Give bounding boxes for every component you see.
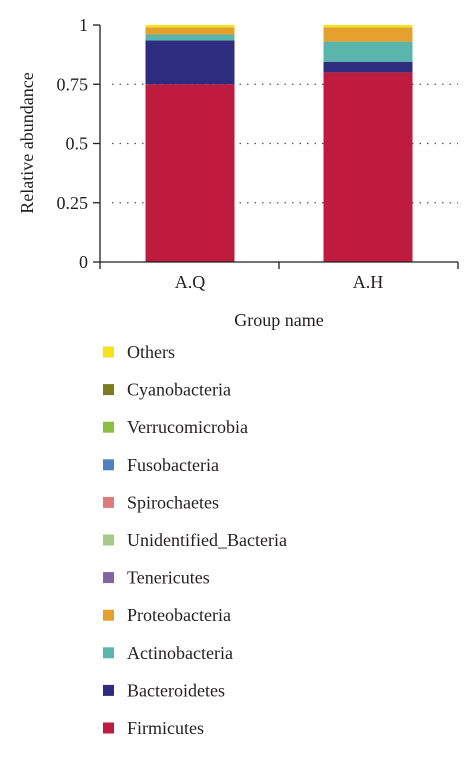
y-axis-label: Relative abundance	[17, 72, 37, 213]
legend-item-unidentified-bacteria: Unidentified_Bacteria	[103, 530, 287, 550]
legend-label: Tenericutes	[127, 568, 210, 588]
ticks-layer: 0 0.25 0.5 0.75 1 A.Q A.H	[57, 15, 459, 292]
legend-label: Others	[127, 342, 175, 362]
legend-label: Cyanobacteria	[127, 380, 231, 400]
bar-segment-others	[145, 25, 235, 28]
legend-swatch	[103, 647, 114, 659]
legend-item-tenericutes: Tenericutes	[103, 568, 210, 588]
legend-swatch	[103, 496, 114, 508]
legend-item-bacteroidetes: Bacteroidetes	[103, 680, 225, 700]
bar-segment-actinobacteria	[323, 41, 413, 62]
x-axis-label: Group name	[234, 310, 323, 330]
legend-swatch	[103, 346, 114, 358]
legend-label: Bacteroidetes	[127, 680, 225, 700]
legend-item-fusobacteria: Fusobacteria	[103, 455, 219, 475]
y-tick-label: 0.25	[57, 193, 89, 213]
legend-label: Proteobacteria	[127, 605, 231, 625]
x-tick-label: A.Q	[175, 272, 206, 292]
y-tick-label: 1	[79, 15, 88, 35]
axes-layer: Relative abundance Group name	[17, 25, 458, 330]
x-tick-label: A.H	[353, 272, 384, 292]
legend-swatch	[103, 421, 114, 433]
legend-swatch	[103, 684, 114, 696]
y-tick-label: 0.5	[66, 134, 89, 154]
bars-layer	[145, 25, 413, 263]
legend-label: Spirochaetes	[127, 492, 219, 512]
y-tick-label: 0	[79, 252, 88, 272]
bar-segment-bacteroidetes	[145, 40, 235, 85]
legend-swatch	[103, 384, 114, 396]
legend-label: Firmicutes	[127, 718, 204, 738]
bar-segment-others	[323, 25, 413, 28]
legend-item-firmicutes: Firmicutes	[103, 718, 204, 738]
legend-label: Fusobacteria	[127, 455, 219, 475]
legend-swatch	[103, 459, 114, 471]
legend-label: Verrucomicrobia	[127, 417, 248, 437]
bar-segment-proteobacteria	[145, 27, 235, 35]
legend-item-cyanobacteria: Cyanobacteria	[103, 380, 231, 400]
bar-segment-proteobacteria	[323, 27, 413, 42]
legend-item-actinobacteria: Actinobacteria	[103, 643, 233, 663]
legend-swatch	[103, 534, 114, 546]
legend-label: Actinobacteria	[127, 643, 233, 663]
legend: Others Cyanobacteria Verrucomicrobia Fusoba…	[103, 342, 287, 738]
bar-segment-bacteroidetes	[323, 61, 413, 73]
y-tick-label: 0.75	[57, 74, 89, 94]
legend-swatch	[103, 609, 114, 621]
bar-segment-firmicutes	[323, 72, 413, 263]
legend-item-proteobacteria: Proteobacteria	[103, 605, 231, 625]
bar-segment-firmicutes	[145, 84, 235, 262]
legend-swatch	[103, 722, 114, 734]
legend-item-others: Others	[103, 342, 175, 362]
legend-label: Unidentified_Bacteria	[127, 530, 287, 550]
grid-layer	[112, 83, 458, 204]
legend-item-spirochaetes: Spirochaetes	[103, 492, 219, 512]
bar-segment-actinobacteria	[145, 34, 235, 41]
legend-swatch	[103, 572, 114, 584]
legend-item-verrucomicrobia: Verrucomicrobia	[103, 417, 248, 437]
